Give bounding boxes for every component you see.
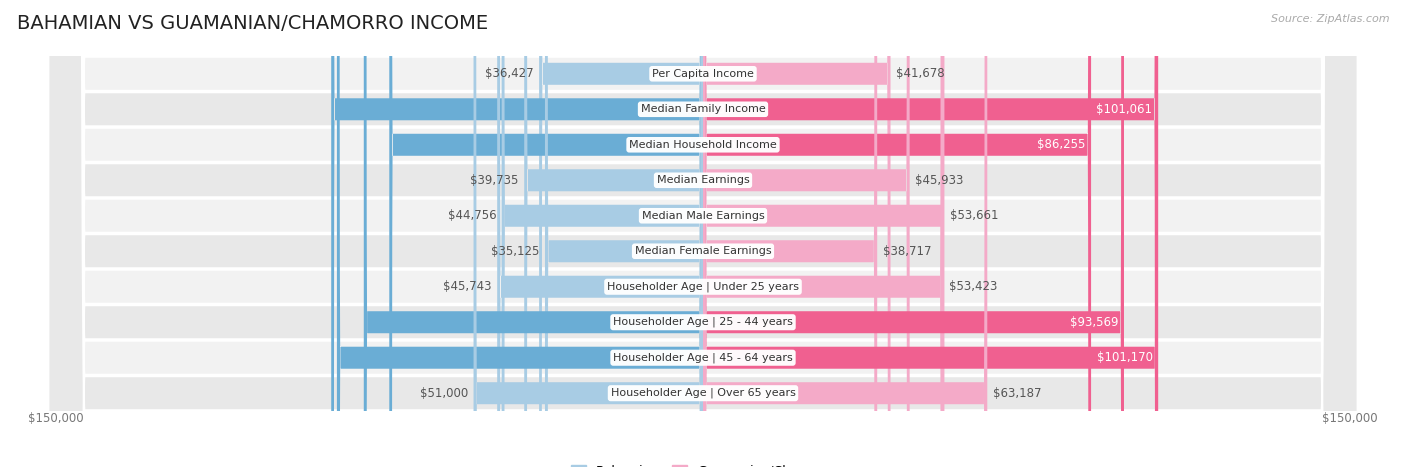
Text: $53,423: $53,423: [949, 280, 997, 293]
Text: $38,717: $38,717: [883, 245, 931, 258]
FancyBboxPatch shape: [48, 0, 1358, 467]
FancyBboxPatch shape: [474, 0, 703, 467]
Text: $82,631: $82,631: [685, 103, 733, 116]
FancyBboxPatch shape: [48, 0, 1358, 467]
Text: $53,661: $53,661: [950, 209, 998, 222]
Text: $63,187: $63,187: [993, 387, 1042, 400]
FancyBboxPatch shape: [703, 0, 890, 467]
Text: Householder Age | Over 65 years: Householder Age | Over 65 years: [610, 388, 796, 398]
FancyBboxPatch shape: [703, 0, 945, 467]
Text: Median Earnings: Median Earnings: [657, 175, 749, 185]
FancyBboxPatch shape: [703, 0, 1157, 467]
Text: $35,125: $35,125: [491, 245, 540, 258]
FancyBboxPatch shape: [703, 0, 1091, 467]
FancyBboxPatch shape: [48, 0, 1358, 467]
FancyBboxPatch shape: [48, 0, 1358, 467]
Text: $101,061: $101,061: [1097, 103, 1153, 116]
FancyBboxPatch shape: [389, 0, 703, 467]
Text: Median Household Income: Median Household Income: [628, 140, 778, 150]
Text: $44,756: $44,756: [447, 209, 496, 222]
Text: Median Female Earnings: Median Female Earnings: [634, 246, 772, 256]
FancyBboxPatch shape: [703, 0, 987, 467]
Text: Median Family Income: Median Family Income: [641, 104, 765, 114]
Text: $69,726: $69,726: [688, 138, 737, 151]
FancyBboxPatch shape: [48, 0, 1358, 467]
FancyBboxPatch shape: [498, 0, 703, 467]
Text: $86,255: $86,255: [1038, 138, 1085, 151]
FancyBboxPatch shape: [703, 0, 910, 467]
FancyBboxPatch shape: [703, 0, 1123, 467]
FancyBboxPatch shape: [364, 0, 703, 467]
Text: Per Capita Income: Per Capita Income: [652, 69, 754, 79]
Text: $36,427: $36,427: [485, 67, 534, 80]
Text: $39,735: $39,735: [471, 174, 519, 187]
Text: Median Male Earnings: Median Male Earnings: [641, 211, 765, 221]
Text: $101,170: $101,170: [1097, 351, 1153, 364]
FancyBboxPatch shape: [524, 0, 703, 467]
FancyBboxPatch shape: [332, 0, 703, 467]
FancyBboxPatch shape: [48, 0, 1358, 467]
Text: Source: ZipAtlas.com: Source: ZipAtlas.com: [1271, 14, 1389, 24]
Text: $45,743: $45,743: [443, 280, 492, 293]
FancyBboxPatch shape: [703, 0, 943, 467]
Text: Householder Age | Under 25 years: Householder Age | Under 25 years: [607, 282, 799, 292]
Legend: Bahamian, Guamanian/Chamorro: Bahamian, Guamanian/Chamorro: [567, 460, 839, 467]
FancyBboxPatch shape: [48, 0, 1358, 467]
FancyBboxPatch shape: [703, 0, 1159, 467]
Text: $41,678: $41,678: [896, 67, 945, 80]
Text: Householder Age | 45 - 64 years: Householder Age | 45 - 64 years: [613, 353, 793, 363]
FancyBboxPatch shape: [502, 0, 703, 467]
Text: $81,369: $81,369: [685, 351, 733, 364]
Text: $93,569: $93,569: [1070, 316, 1119, 329]
FancyBboxPatch shape: [538, 0, 703, 467]
FancyBboxPatch shape: [703, 0, 877, 467]
Text: BAHAMIAN VS GUAMANIAN/CHAMORRO INCOME: BAHAMIAN VS GUAMANIAN/CHAMORRO INCOME: [17, 14, 488, 33]
Text: Householder Age | 25 - 44 years: Householder Age | 25 - 44 years: [613, 317, 793, 327]
FancyBboxPatch shape: [546, 0, 703, 467]
Text: $51,000: $51,000: [420, 387, 468, 400]
FancyBboxPatch shape: [48, 0, 1358, 467]
Text: $75,395: $75,395: [686, 316, 734, 329]
Text: $45,933: $45,933: [915, 174, 963, 187]
Text: $150,000: $150,000: [1322, 412, 1378, 425]
FancyBboxPatch shape: [48, 0, 1358, 467]
FancyBboxPatch shape: [48, 0, 1358, 467]
Text: $150,000: $150,000: [28, 412, 84, 425]
FancyBboxPatch shape: [337, 0, 703, 467]
